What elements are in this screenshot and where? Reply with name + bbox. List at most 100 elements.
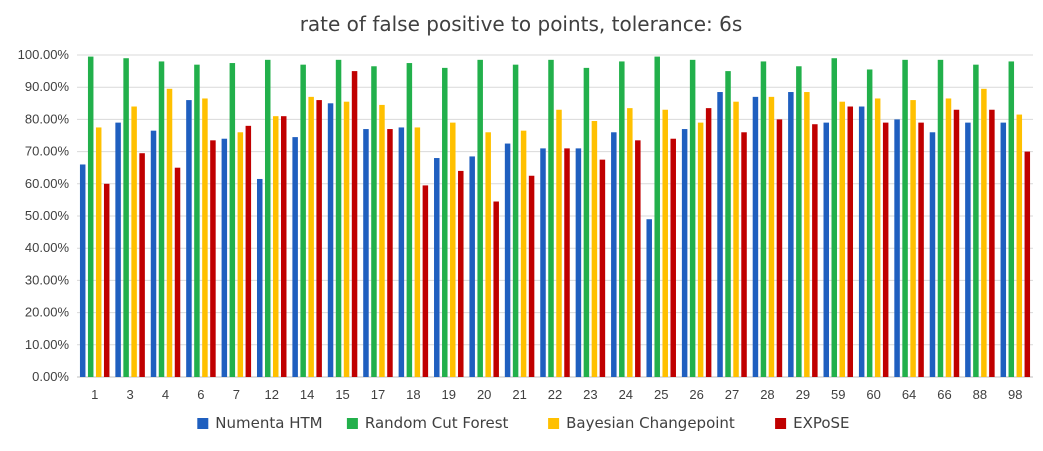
bar-random-cut-forest <box>902 59 908 378</box>
bar-bayesian-changepoint <box>910 100 916 377</box>
bar-expose <box>918 122 924 378</box>
bar-expose <box>210 140 216 377</box>
y-tick-label: 10.00% <box>25 337 70 352</box>
bar-numenta-htm <box>79 164 86 377</box>
x-tick-label: 66 <box>937 387 951 402</box>
bar-random-cut-forest <box>335 59 342 378</box>
bar-random-cut-forest <box>866 69 873 378</box>
legend: Numenta HTM Random Cut Forest Bayesian Cha… <box>197 414 850 432</box>
bar-expose <box>1024 151 1031 377</box>
bar-random-cut-forest <box>442 67 448 377</box>
bar-expose <box>493 201 499 377</box>
bar-bayesian-changepoint <box>450 122 456 378</box>
bar-numenta-htm <box>363 129 369 377</box>
bar-bayesian-changepoint <box>556 109 562 378</box>
bar-random-cut-forest <box>831 58 838 377</box>
bar-random-cut-forest <box>158 61 165 377</box>
bar-bayesian-changepoint <box>520 130 527 377</box>
bar-random-cut-forest <box>654 56 660 378</box>
bar-bayesian-changepoint <box>839 101 846 377</box>
bar-numenta-htm <box>788 92 794 377</box>
x-tick-label: 14 <box>300 387 314 402</box>
bar-expose <box>599 159 606 377</box>
legend-swatch <box>346 418 358 429</box>
bar-numenta-htm <box>823 122 830 378</box>
gridlines <box>77 54 1033 378</box>
bar-random-cut-forest <box>548 59 554 378</box>
bar-numenta-htm <box>150 130 157 377</box>
bar-random-cut-forest <box>264 59 271 378</box>
bar-bayesian-changepoint <box>379 104 385 377</box>
y-axis-ticks: 0.00% 10.00% 20.00% 30.00% 40.00% 50.00% 60.00… <box>18 47 70 384</box>
bar-expose <box>564 148 570 377</box>
bar-random-cut-forest <box>1008 61 1015 377</box>
bar-expose <box>280 116 287 378</box>
bar-expose <box>741 132 747 377</box>
x-tick-label: 4 <box>162 387 169 402</box>
bar-random-cut-forest <box>760 61 767 377</box>
y-tick-label: 90.00% <box>25 79 70 94</box>
x-tick-label: 6 <box>197 387 204 402</box>
x-tick-label: 59 <box>831 387 845 402</box>
bar-random-cut-forest <box>973 64 979 377</box>
y-tick-label: 70.00% <box>25 144 70 159</box>
bar-numenta-htm <box>504 143 511 377</box>
x-tick-label: 24 <box>619 387 633 402</box>
legend-label: EXPoSE <box>793 414 849 432</box>
x-tick-label: 98 <box>1008 387 1022 402</box>
x-tick-label: 1 <box>91 387 98 402</box>
bar-numenta-htm <box>965 122 971 378</box>
legend-swatch <box>548 418 560 429</box>
bar-numenta-htm <box>894 119 900 378</box>
bar-expose <box>245 125 252 377</box>
x-tick-label: 88 <box>973 387 987 402</box>
bar-numenta-htm <box>646 219 652 377</box>
x-tick-label: 3 <box>126 387 133 402</box>
bar-bayesian-changepoint <box>237 132 244 377</box>
legend-label: Random Cut Forest <box>365 414 509 432</box>
bar-numenta-htm <box>681 129 688 377</box>
bar-expose <box>812 124 818 377</box>
bar-random-cut-forest <box>583 67 590 377</box>
bar-bayesian-changepoint <box>131 106 137 378</box>
y-tick-label: 50.00% <box>25 208 70 223</box>
bar-bayesian-changepoint <box>981 88 987 377</box>
x-tick-label: 20 <box>477 387 491 402</box>
bar-numenta-htm <box>858 106 865 378</box>
bar-expose <box>705 108 712 377</box>
bar-random-cut-forest <box>619 61 625 377</box>
bar-numenta-htm <box>752 96 759 378</box>
x-tick-label: 19 <box>442 387 456 402</box>
bar-expose <box>528 175 535 377</box>
legend-swatch <box>197 418 209 429</box>
bar-random-cut-forest <box>689 59 696 378</box>
bar-expose <box>847 106 854 378</box>
x-tick-label: 18 <box>406 387 420 402</box>
x-tick-label: 27 <box>725 387 739 402</box>
bar-numenta-htm <box>327 103 334 378</box>
y-tick-label: 40.00% <box>25 240 70 255</box>
bar-bayesian-changepoint <box>95 127 102 377</box>
bar-bayesian-changepoint <box>308 96 314 378</box>
bar-numenta-htm <box>434 158 440 377</box>
bar-bayesian-changepoint <box>768 96 775 378</box>
bar-numenta-htm <box>186 100 192 377</box>
bar-numenta-htm <box>292 137 298 377</box>
bar-bayesian-changepoint <box>485 132 491 377</box>
x-tick-label: 25 <box>654 387 668 402</box>
bar-bayesian-changepoint <box>874 98 881 377</box>
bar-random-cut-forest <box>300 64 306 377</box>
bar-random-cut-forest <box>87 56 94 378</box>
bar-expose <box>670 138 676 377</box>
chart-title: rate of false positive to points, tolera… <box>300 12 743 36</box>
bar-numenta-htm <box>469 156 475 377</box>
bar-random-cut-forest <box>477 59 483 378</box>
bar-random-cut-forest <box>512 64 519 377</box>
bar-random-cut-forest <box>725 71 731 377</box>
bar-expose <box>882 122 889 378</box>
bar-numenta-htm <box>929 132 936 377</box>
y-tick-label: 30.00% <box>25 272 70 287</box>
bar-numenta-htm <box>540 148 546 377</box>
